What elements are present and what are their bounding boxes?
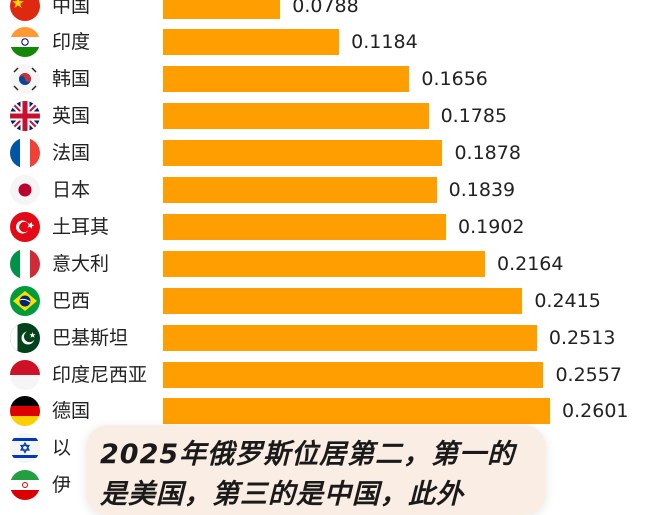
caption-box: 2025年俄罗斯位居第二，第一的是美国，第三的是中国，此外: [86, 425, 546, 515]
bar: [163, 361, 544, 388]
bar: [163, 29, 340, 56]
bar: [163, 140, 443, 167]
value-label: 0.1184: [351, 31, 418, 54]
uk-flag-icon: [10, 101, 40, 132]
japan-flag-icon: [10, 175, 40, 205]
value-label: 0.1902: [458, 215, 525, 238]
value-label: 0.1785: [440, 105, 508, 128]
pakistan-flag-icon: [10, 322, 40, 353]
value-label: 0.2164: [497, 252, 564, 275]
category-label: 土耳其: [52, 215, 110, 238]
bar-chart: 中国 0.0788 印度 0.1184 韩国 0.1656 英国 0.1785 法国 0.1878…: [10, 0, 629, 501]
category-label: 印度尼西亚: [52, 363, 148, 386]
brazil-flag-icon: [10, 285, 40, 316]
category-label: 意大利: [52, 252, 110, 275]
indonesia-flag-icon: [10, 359, 40, 390]
value-label: 0.2513: [548, 326, 616, 349]
bar: [163, 398, 551, 425]
value-label: 0.1878: [454, 142, 521, 165]
south-korea-flag-icon: [10, 64, 40, 95]
bar: [163, 287, 523, 314]
category-label: 印度: [52, 31, 91, 54]
italy-flag-icon: [10, 248, 40, 279]
bar: [163, 324, 537, 351]
israel-flag-icon: [10, 433, 40, 464]
bar: [163, 213, 447, 240]
category-label: 巴西: [52, 289, 91, 312]
value-label: 0.2415: [534, 289, 601, 312]
bar: [163, 66, 410, 93]
china-flag-icon: [10, 0, 40, 21]
caption-text: 2025年俄罗斯位居第二，第一的是美国，第三的是中国，此外: [100, 439, 516, 510]
category-label: 德国: [52, 400, 91, 423]
category-label: 英国: [52, 105, 91, 128]
india-flag-icon: [10, 27, 40, 58]
value-label: 0.2557: [555, 363, 622, 386]
value-label: 0.2601: [562, 400, 629, 423]
bar: [163, 250, 485, 277]
value-label: 0.1839: [448, 179, 516, 201]
category-label: 韩国: [52, 68, 91, 91]
iran-flag-icon: [10, 470, 40, 501]
bar: [163, 103, 429, 130]
bar: [163, 0, 281, 19]
category-label: 法国: [52, 142, 91, 165]
value-label: 0.0788: [292, 0, 359, 17]
value-label: 0.1656: [421, 68, 488, 91]
turkey-flag-icon: [10, 211, 40, 242]
category-label: 巴基斯坦: [52, 326, 129, 349]
bar: [163, 177, 437, 203]
category-label: 以: [52, 437, 72, 460]
france-flag-icon: [10, 138, 40, 169]
germany-flag-icon: [10, 396, 40, 427]
category-label: 日本: [52, 179, 91, 201]
category-label: 伊: [52, 474, 72, 497]
category-label: 中国: [52, 0, 91, 17]
